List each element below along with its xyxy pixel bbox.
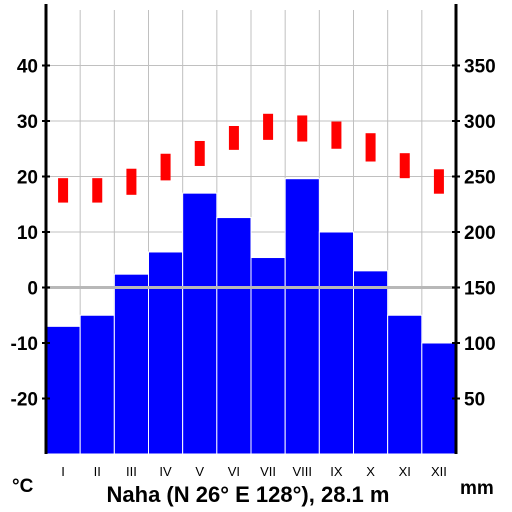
right-tick-label: 100 [464, 334, 496, 355]
right-tick-label: 200 [464, 223, 496, 244]
precip-bar-XI [387, 314, 423, 455]
left-tick-label: -10 [11, 334, 38, 355]
temp-range-XI [399, 153, 410, 179]
precip-bar-XII [421, 342, 457, 455]
temp-range-XII [433, 169, 444, 194]
temp-range-IV [160, 153, 171, 181]
right-unit-label: mm [460, 478, 494, 499]
left-tick-label: 10 [17, 223, 38, 244]
precip-bar-V [182, 192, 218, 455]
temperature-ranges [58, 113, 444, 203]
precip-bar-III [113, 273, 150, 455]
temp-range-V [194, 140, 205, 166]
month-label-III: III [126, 464, 137, 479]
left-tick-label: 0 [27, 279, 38, 300]
right-tick-label: 250 [464, 168, 496, 189]
month-label-IV: IV [159, 464, 172, 479]
month-label-XII: XII [431, 464, 447, 479]
temp-range-I [58, 178, 69, 203]
month-label-II: II [94, 464, 101, 479]
temp-range-VI [228, 125, 239, 150]
right-tick-label: 350 [464, 57, 496, 78]
precip-bar-I [45, 325, 81, 455]
month-label-VII: VII [260, 464, 276, 479]
month-label-V: V [195, 464, 204, 479]
precip-bar-VIII [284, 178, 320, 455]
temp-range-II [92, 178, 103, 203]
temp-range-III [126, 168, 137, 195]
month-label-X: X [366, 464, 375, 479]
month-label-IX: IX [330, 464, 343, 479]
precip-bar-II [79, 314, 115, 455]
left-tick-label: -20 [11, 390, 38, 411]
precipitation-bars [45, 178, 457, 455]
month-labels: I II III IV V VI VII VIII IX X XI XII [61, 464, 447, 479]
precip-bar-IX [318, 231, 355, 455]
temp-range-VII [263, 113, 274, 140]
left-tick-label: 30 [17, 112, 38, 133]
temp-range-IX [331, 121, 342, 149]
precip-bar-X [353, 270, 389, 455]
right-tick-label: 150 [464, 279, 496, 300]
month-label-VI: VI [228, 464, 240, 479]
temp-range-X [365, 133, 376, 162]
chart-title: Naha (N 26° E 128°), 28.1 m [107, 482, 390, 507]
temp-range-VIII [297, 115, 308, 142]
precip-bar-VI [216, 217, 252, 455]
month-label-XI: XI [399, 464, 411, 479]
left-tick-label: 20 [17, 168, 38, 189]
axes [42, 4, 460, 454]
left-tick-label: 40 [17, 57, 38, 78]
right-tick-label: 50 [464, 390, 485, 411]
month-label-I: I [61, 464, 65, 479]
left-unit-label: °C [12, 476, 34, 497]
right-tick-labels: 350 300 250 200 150 100 50 [464, 57, 496, 411]
right-tick-label: 300 [464, 112, 496, 133]
month-label-VIII: VIII [292, 464, 312, 479]
left-tick-labels: 40 30 20 10 0 -10 -20 [11, 57, 38, 411]
precip-bar-IV [148, 251, 184, 455]
